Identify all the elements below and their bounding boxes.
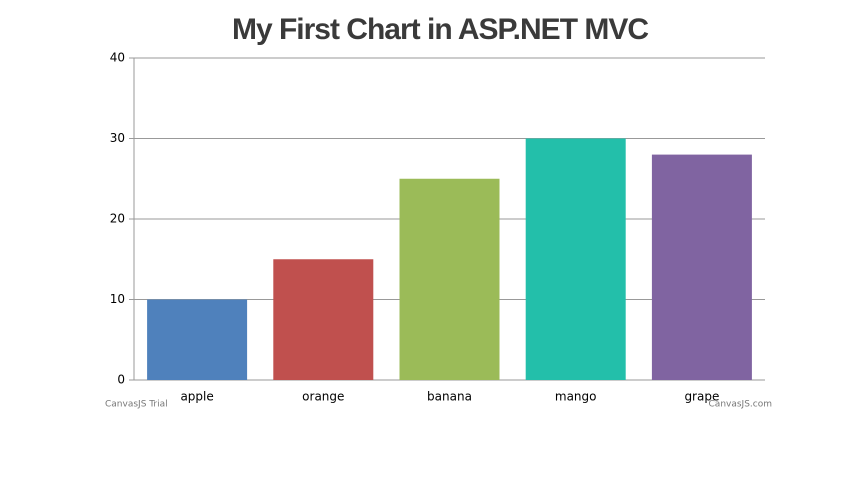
x-tick-label: orange <box>302 390 344 404</box>
bar <box>147 299 248 380</box>
y-tick-label: 20 <box>110 212 125 226</box>
x-tick-label: mango <box>555 390 597 404</box>
x-tick-label: grape <box>684 390 719 404</box>
y-tick-label: 10 <box>110 292 125 306</box>
y-tick-label: 40 <box>110 51 125 65</box>
y-tick-label: 0 <box>117 373 125 387</box>
x-tick-label: banana <box>427 390 472 404</box>
bar <box>273 259 374 380</box>
bar <box>399 178 500 380</box>
y-tick-label: 30 <box>110 131 125 145</box>
watermark: CanvasJS Trial <box>105 400 168 410</box>
x-tick-label: apple <box>180 390 213 404</box>
bar <box>651 154 752 380</box>
chart-title: My First Chart in ASP.NET MVC <box>232 13 648 46</box>
credit: CanvasJS.com <box>709 400 772 410</box>
bar <box>525 138 626 380</box>
